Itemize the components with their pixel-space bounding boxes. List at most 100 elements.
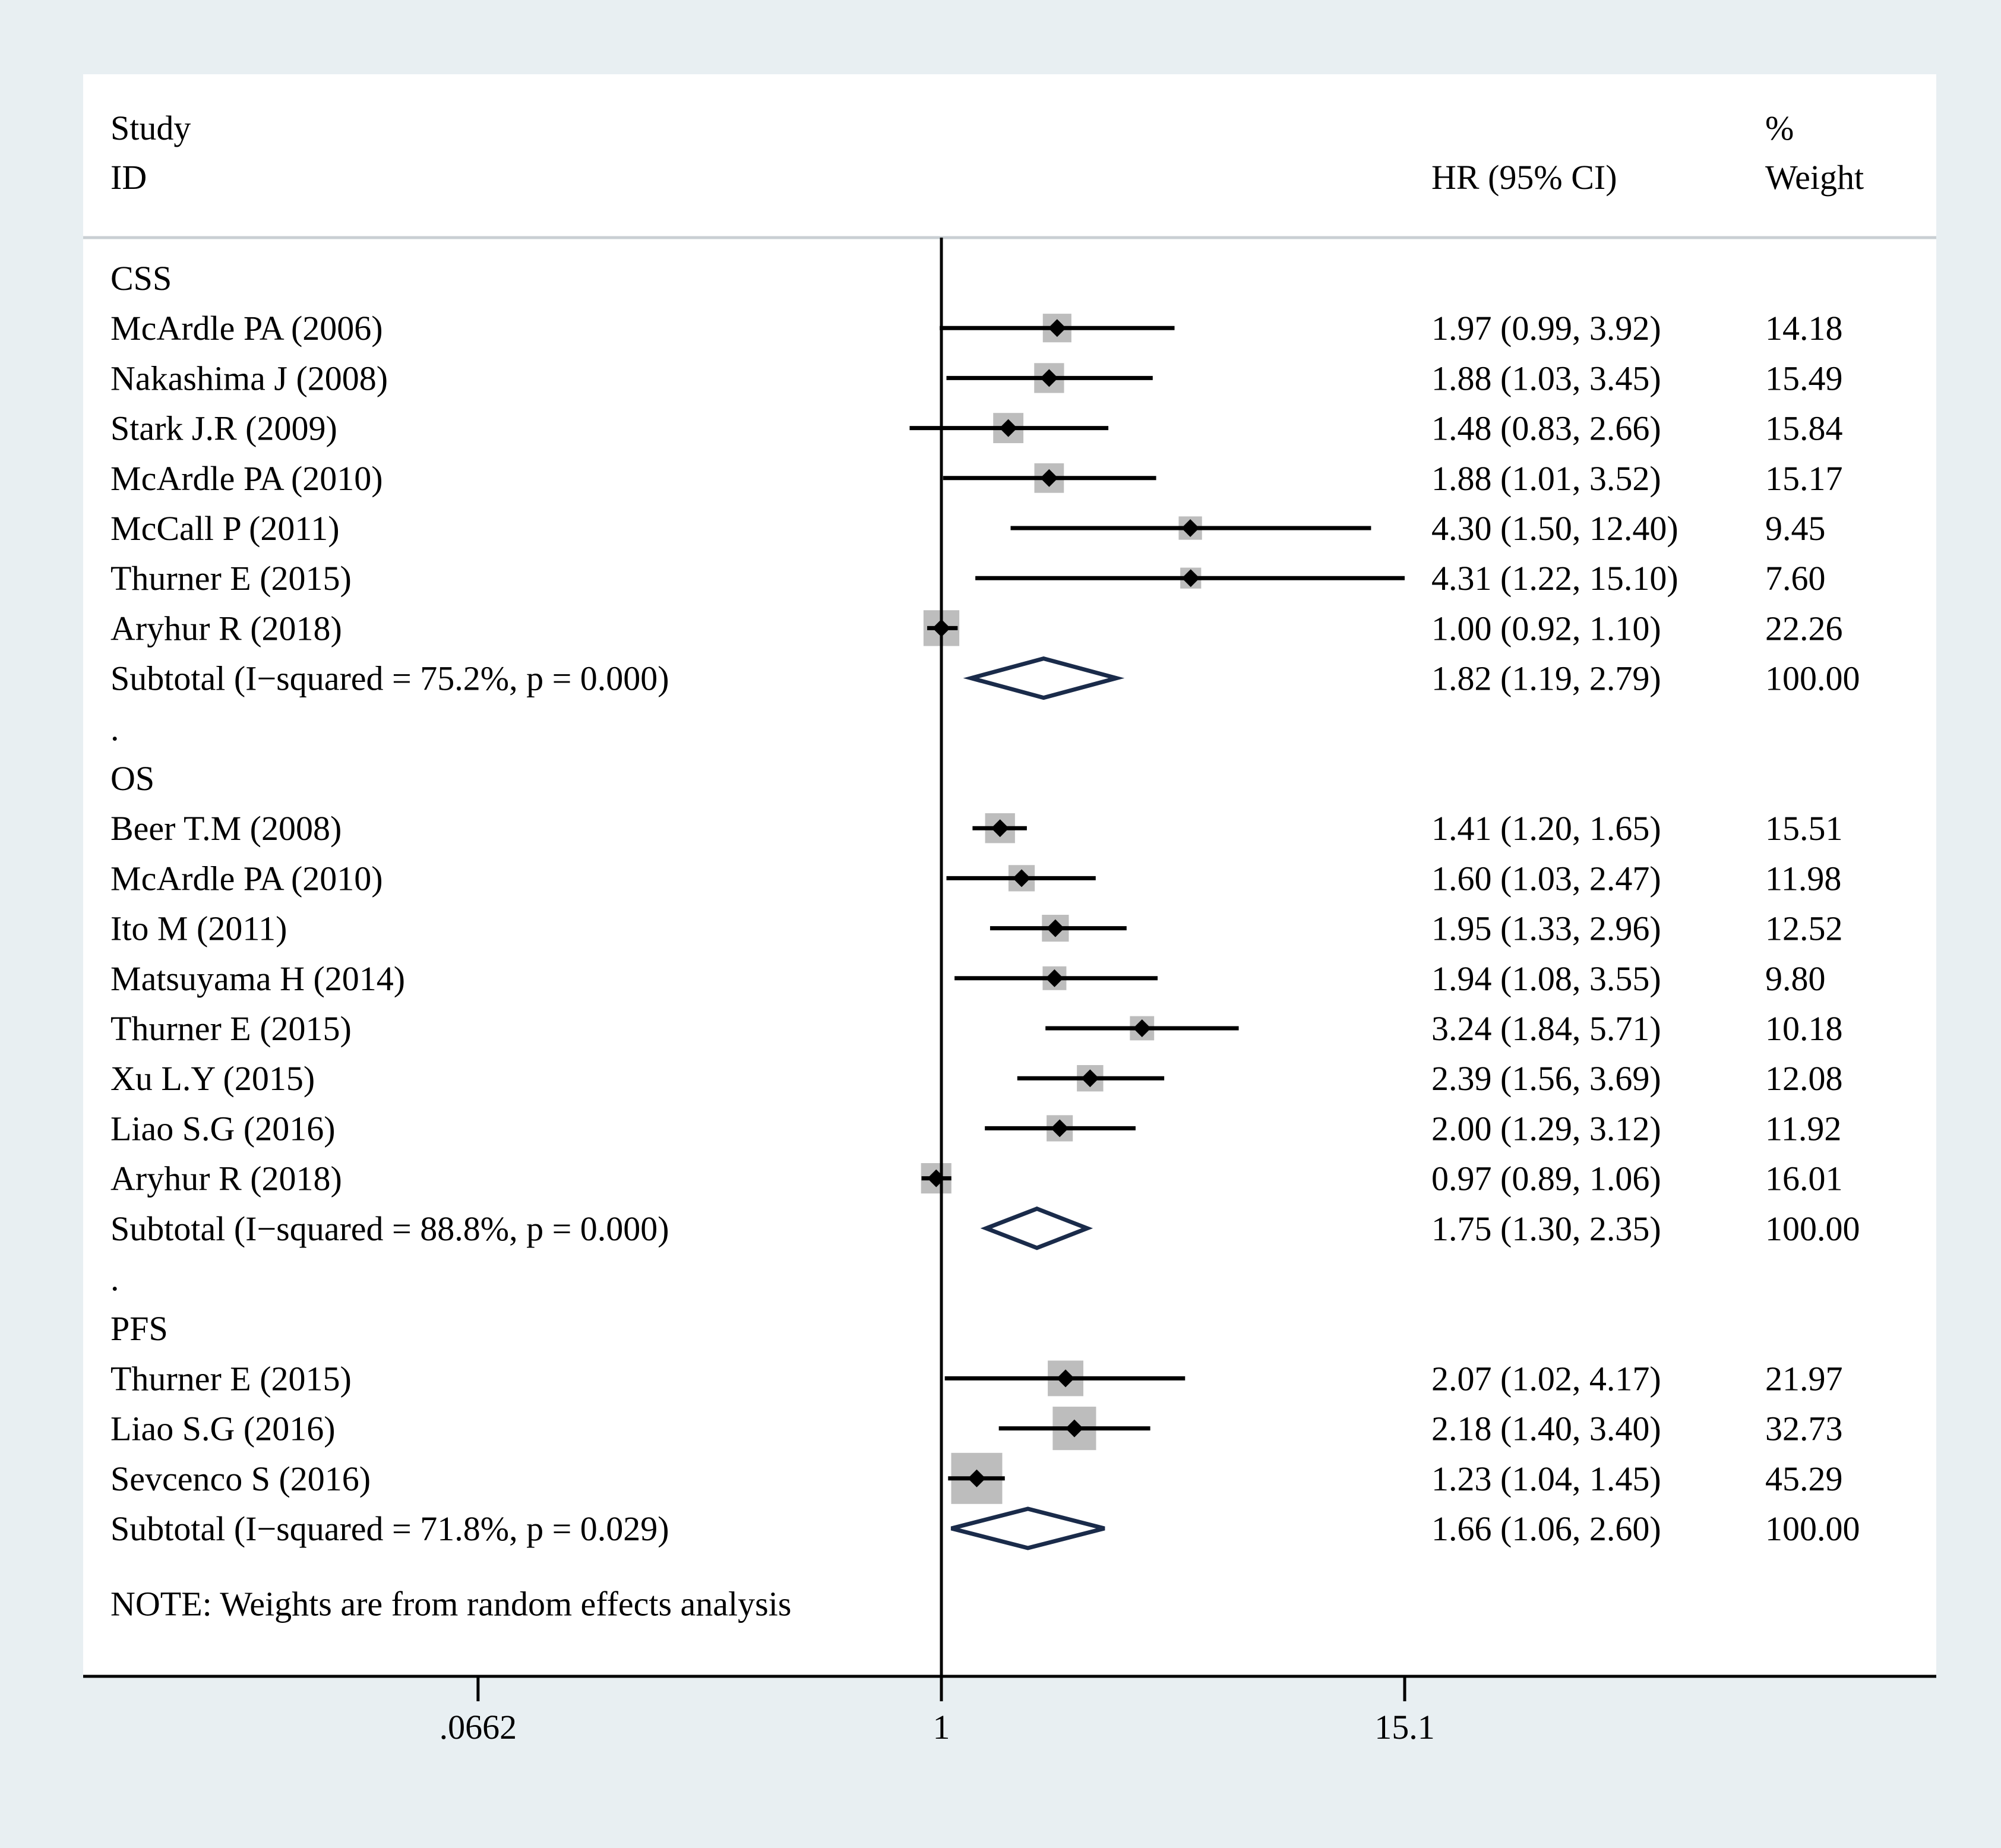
study-hr-ci: 0.97 (0.89, 1.06)	[1431, 1160, 1661, 1198]
point-estimate	[968, 1469, 986, 1487]
study-label: Liao S.G (2016)	[110, 1109, 336, 1148]
study-weight: 16.01	[1765, 1160, 1843, 1198]
point-estimate	[999, 419, 1017, 437]
header-weight: Weight	[1765, 158, 1864, 197]
study-weight: 32.73	[1765, 1410, 1843, 1448]
study-hr-ci: 1.00 (0.92, 1.10)	[1431, 609, 1661, 647]
point-estimate	[1181, 569, 1200, 587]
study-weight: 21.97	[1765, 1359, 1843, 1398]
study-hr-ci: 2.07 (1.02, 4.17)	[1431, 1359, 1661, 1398]
study-hr-ci: 1.48 (0.83, 2.66)	[1431, 409, 1661, 448]
study-label: Ito M (2011)	[110, 909, 287, 948]
point-estimate	[1040, 469, 1058, 487]
study-label: Xu L.Y (2015)	[110, 1059, 315, 1098]
point-estimate	[1065, 1419, 1083, 1438]
study-label: McCall P (2011)	[110, 509, 340, 548]
subtotal-hr-ci: 1.75 (1.30, 2.35)	[1431, 1209, 1661, 1248]
study-weight: 15.17	[1765, 459, 1843, 498]
study-weight: 11.98	[1765, 859, 1841, 898]
x-tick-label: .0662	[440, 1708, 517, 1746]
study-hr-ci: 1.95 (1.33, 2.96)	[1431, 909, 1661, 948]
study-hr-ci: 1.60 (1.03, 2.47)	[1431, 859, 1661, 898]
subtotal-label: Subtotal (I−squared = 71.8%, p = 0.029)	[110, 1509, 669, 1548]
point-estimate	[991, 819, 1009, 838]
study-label: Beer T.M (2008)	[110, 809, 342, 848]
study-weight: 10.18	[1765, 1009, 1843, 1048]
point-estimate	[1046, 919, 1064, 937]
study-label: Liao S.G (2016)	[110, 1410, 336, 1448]
point-estimate	[1045, 969, 1064, 987]
study-hr-ci: 2.00 (1.29, 3.12)	[1431, 1109, 1661, 1148]
point-estimate	[1048, 319, 1066, 337]
study-weight: 15.84	[1765, 409, 1843, 448]
subtotal-weight: 100.00	[1765, 1509, 1860, 1548]
study-hr-ci: 2.18 (1.40, 3.40)	[1431, 1410, 1661, 1448]
study-hr-ci: 1.88 (1.01, 3.52)	[1431, 459, 1661, 498]
study-label: Aryhur R (2018)	[110, 609, 342, 647]
study-hr-ci: 1.41 (1.20, 1.65)	[1431, 809, 1661, 848]
study-weight: 14.18	[1765, 309, 1843, 348]
subtotal-label: Subtotal (I−squared = 75.2%, p = 0.000)	[110, 659, 669, 698]
study-label: Aryhur R (2018)	[110, 1160, 342, 1198]
header: Study ID HR (95% CI) % Weight	[110, 109, 1864, 197]
study-hr-ci: 1.88 (1.03, 3.45)	[1431, 359, 1661, 397]
study-label: Stark J.R (2009)	[110, 409, 337, 448]
group-label-pfs: PFS	[110, 1309, 168, 1348]
header-study: Study	[110, 109, 191, 147]
subtotal-label: Subtotal (I−squared = 88.8%, p = 0.000)	[110, 1209, 669, 1248]
study-label: McArdle PA (2006)	[110, 309, 383, 348]
study-label: Thurner E (2015)	[110, 1009, 352, 1048]
point-estimate	[1081, 1069, 1099, 1088]
study-label: Thurner E (2015)	[110, 559, 352, 598]
point-estimate	[1181, 519, 1200, 537]
study-weight: 22.26	[1765, 609, 1843, 647]
x-tick-label: 15.1	[1374, 1708, 1435, 1746]
study-weight: 12.52	[1765, 909, 1843, 948]
point-estimate	[1013, 869, 1031, 887]
study-weight: 12.08	[1765, 1059, 1843, 1098]
x-axis: .0662 1 15.1	[83, 1675, 1936, 1746]
study-hr-ci: 1.97 (0.99, 3.92)	[1431, 309, 1661, 348]
point-estimate	[1040, 369, 1058, 387]
subtotal-hr-ci: 1.82 (1.19, 2.79)	[1431, 659, 1661, 698]
study-weight: 45.29	[1765, 1460, 1843, 1498]
subtotal-diamond	[963, 656, 1125, 700]
x-tick-label: 1	[933, 1708, 950, 1746]
group-label-os: OS	[110, 759, 154, 798]
study-weight: 15.49	[1765, 359, 1843, 397]
study-hr-ci: 3.24 (1.84, 5.71)	[1431, 1009, 1661, 1048]
note-text: NOTE: Weights are from random effects an…	[110, 1584, 791, 1623]
study-weight: 11.92	[1765, 1109, 1841, 1148]
plot-marks	[909, 238, 1405, 1677]
study-hr-ci: 4.31 (1.22, 15.10)	[1431, 559, 1678, 598]
group-separator: .	[110, 709, 119, 748]
subtotal-weight: 100.00	[1765, 1209, 1860, 1248]
study-weight: 7.60	[1765, 559, 1826, 598]
study-label: McArdle PA (2010)	[110, 859, 383, 898]
row-labels: CSS McArdle PA (2006) 1.97 (0.99, 3.92) 14.…	[110, 259, 1860, 1623]
study-weight: 9.80	[1765, 959, 1826, 998]
study-hr-ci: 1.23 (1.04, 1.45)	[1431, 1460, 1661, 1498]
study-label: McArdle PA (2010)	[110, 459, 383, 498]
study-hr-ci: 1.94 (1.08, 3.55)	[1431, 959, 1661, 998]
point-estimate	[1057, 1369, 1075, 1388]
study-hr-ci: 4.30 (1.50, 12.40)	[1431, 509, 1678, 548]
header-hr-ci: HR (95% CI)	[1431, 158, 1617, 197]
header-id: ID	[110, 158, 147, 197]
study-weight: 9.45	[1765, 509, 1826, 548]
point-estimate	[1133, 1019, 1151, 1037]
study-weight: 15.51	[1765, 809, 1843, 848]
header-percent: %	[1765, 109, 1794, 147]
group-label-css: CSS	[110, 259, 172, 298]
subtotal-hr-ci: 1.66 (1.06, 2.60)	[1431, 1509, 1661, 1548]
subtotal-weight: 100.00	[1765, 659, 1860, 698]
study-label: Matsuyama H (2014)	[110, 959, 405, 998]
study-label: Nakashima J (2008)	[110, 359, 388, 397]
study-hr-ci: 2.39 (1.56, 3.69)	[1431, 1059, 1661, 1098]
group-separator: .	[110, 1259, 119, 1298]
study-label: Thurner E (2015)	[110, 1359, 352, 1398]
subtotal-diamond	[950, 1506, 1105, 1550]
subtotal-diamond	[980, 1206, 1093, 1250]
point-estimate	[1051, 1119, 1069, 1138]
